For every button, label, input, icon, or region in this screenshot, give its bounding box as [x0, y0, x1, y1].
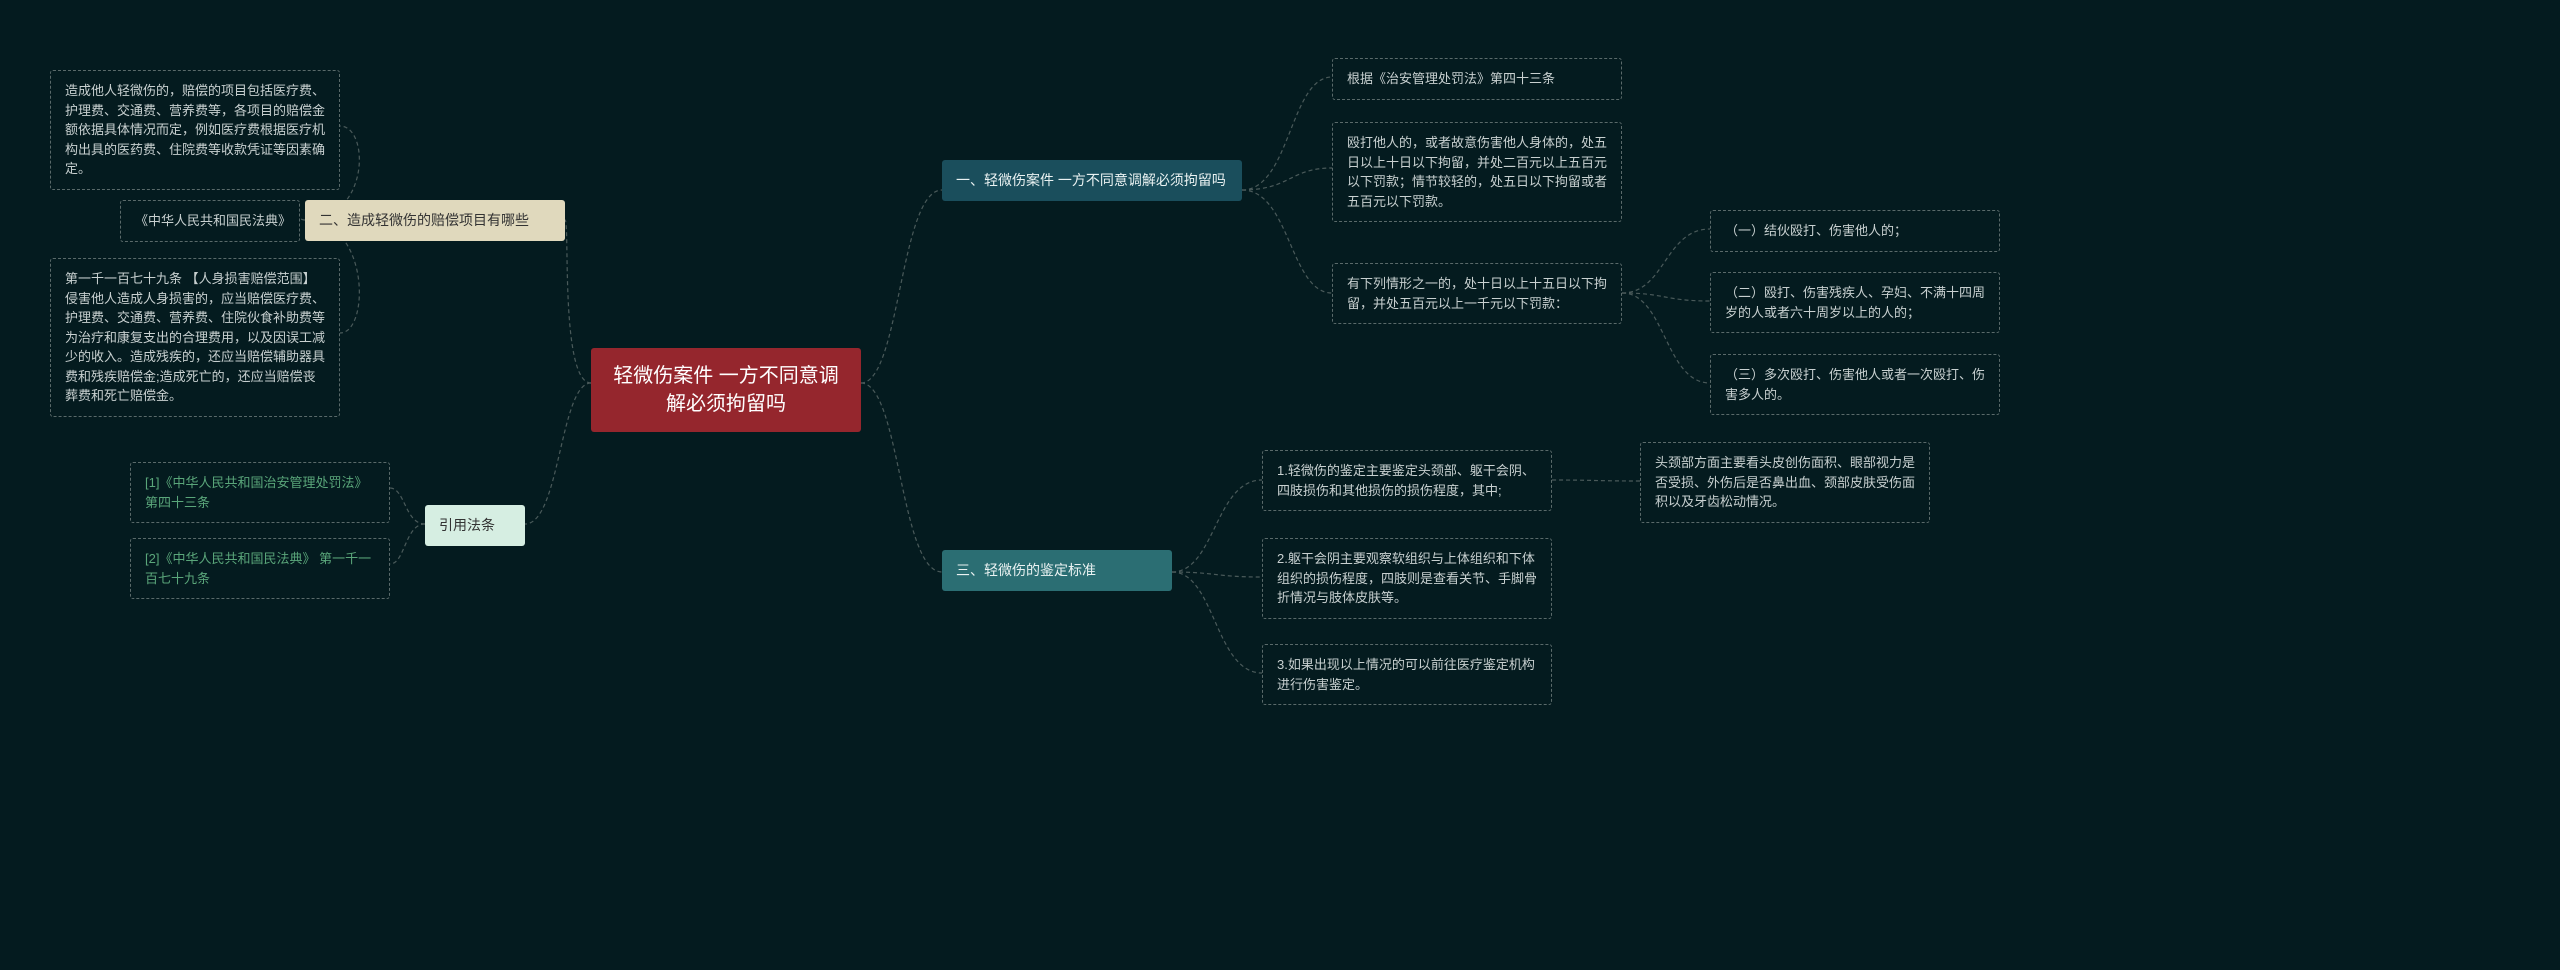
leaf-lrefa: [1]《中华人民共和国治安管理处罚法》 第四十三条 — [130, 462, 390, 523]
leaf-r3a1: 头颈部方面主要看头皮创伤面积、眼部视力是否受损、外伤后是否鼻出血、颈部皮肤受伤面… — [1640, 442, 1930, 523]
leaf-r1c3: （三）多次殴打、伤害他人或者一次殴打、伤害多人的。 — [1710, 354, 2000, 415]
leaf-r1b: 殴打他人的，或者故意伤害他人身体的，处五日以上十日以下拘留，并处二百元以上五百元… — [1332, 122, 1622, 222]
leaf-lrefb: [2]《中华人民共和国民法典》 第一千一百七十九条 — [130, 538, 390, 599]
leaf-l2a: 造成他人轻微伤的，赔偿的项目包括医疗费、护理费、交通费、营养费等，各项目的赔偿金… — [50, 70, 340, 190]
leaf-r1c1: （一）结伙殴打、伤害他人的； — [1710, 210, 2000, 252]
leaf-l2b: 《中华人民共和国民法典》 — [120, 200, 300, 242]
leaf-r3c: 3.如果出现以上情况的可以前往医疗鉴定机构进行伤害鉴定。 — [1262, 644, 1552, 705]
leaf-r1c: 有下列情形之一的，处十日以上十五日以下拘留，并处五百元以上一千元以下罚款： — [1332, 263, 1622, 324]
root-node: 轻微伤案件 一方不同意调 解必须拘留吗 — [591, 348, 861, 432]
leaf-r1c2: （二）殴打、伤害残疾人、孕妇、不满十四周岁的人或者六十周岁以上的人的； — [1710, 272, 2000, 333]
leaf-l2c: 第一千一百七十九条 【人身损害赔偿范围】侵害他人造成人身损害的，应当赔偿医疗费、… — [50, 258, 340, 417]
branch-r3: 三、轻微伤的鉴定标准 — [942, 550, 1172, 591]
leaf-r3b: 2.躯干会阴主要观察软组织与上体组织和下体组织的损伤程度，四肢则是查看关节、手脚… — [1262, 538, 1552, 619]
branch-r1: 一、轻微伤案件 一方不同意调解必须拘留吗 — [942, 160, 1242, 201]
leaf-r3a: 1.轻微伤的鉴定主要鉴定头颈部、躯干会阴、四肢损伤和其他损伤的损伤程度，其中; — [1262, 450, 1552, 511]
leaf-r1a: 根据《治安管理处罚法》第四十三条 — [1332, 58, 1622, 100]
branch-l2: 二、造成轻微伤的赔偿项目有哪些 — [305, 200, 565, 241]
branch-lref: 引用法条 — [425, 505, 525, 546]
